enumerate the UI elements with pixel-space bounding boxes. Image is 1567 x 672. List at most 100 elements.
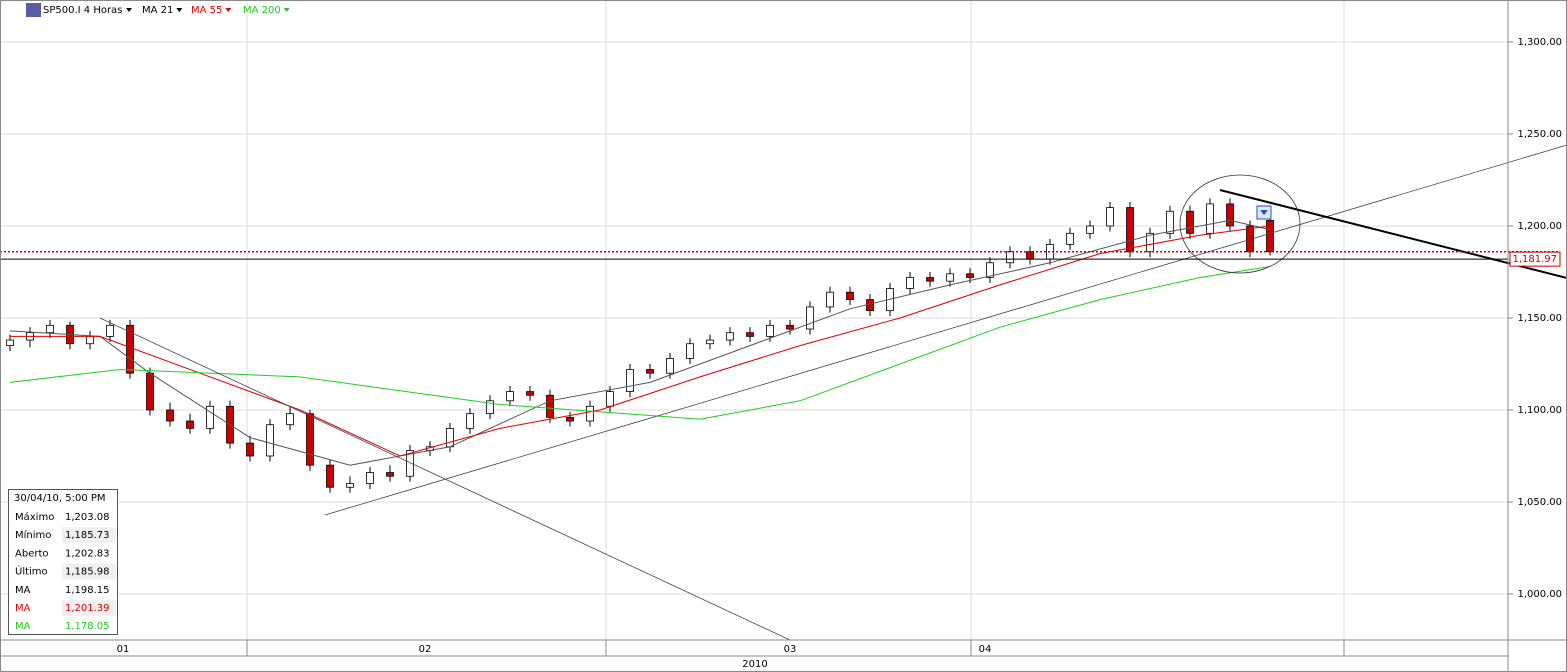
x-axis-year: 2010 xyxy=(742,659,767,670)
candle-body xyxy=(1086,225,1094,234)
candle-body xyxy=(546,394,554,418)
dropdown[interactable] xyxy=(126,8,132,12)
candle-body xyxy=(1066,232,1074,245)
candle-body xyxy=(466,413,474,429)
candle-body xyxy=(1266,220,1274,253)
candle-body xyxy=(386,472,394,477)
candle-body xyxy=(166,409,174,422)
x-tick-label: 02 xyxy=(419,644,432,655)
info-value: 1,198.15 xyxy=(65,585,110,596)
candle-body xyxy=(286,413,294,426)
candle-body xyxy=(86,335,94,345)
price-marker-box xyxy=(1509,251,1561,267)
trend-line xyxy=(324,144,1567,516)
info-row-bg xyxy=(62,600,116,616)
info-value: 1,178.05 xyxy=(65,621,110,632)
candle-body xyxy=(326,464,334,488)
candle-body xyxy=(306,413,314,466)
drawings xyxy=(99,144,1567,641)
candle-body xyxy=(126,324,134,374)
info-label: MA xyxy=(15,603,31,614)
candle-body xyxy=(646,369,654,374)
info-value: 1,201.39 xyxy=(65,603,110,614)
ma-line xyxy=(9,266,1271,420)
x-tick-label: 03 xyxy=(784,644,797,655)
candle-body xyxy=(966,273,974,278)
candle-body xyxy=(1126,207,1134,253)
y-axis: 1,000.00 1,050.00 1,100.00 1,150.00 1,200.00… xyxy=(1508,37,1562,600)
candle-body xyxy=(406,450,414,477)
info-box: 30/04/10, 5:00 PM Máximo 1,203.08 Mínimo 1,… xyxy=(8,489,118,635)
info-row-bg xyxy=(62,563,116,580)
candle-body xyxy=(186,420,194,429)
candle-body xyxy=(766,324,774,337)
candle-body xyxy=(986,262,994,278)
ma-line xyxy=(9,219,1271,466)
info-value: 1,185.73 xyxy=(65,530,110,541)
info-label: Máximo xyxy=(15,511,54,523)
info-label: MA xyxy=(15,621,31,632)
info-value: 1,185.98 xyxy=(65,567,110,578)
candle-body xyxy=(586,405,594,422)
candle-body xyxy=(746,332,754,337)
candle-body xyxy=(106,324,114,337)
candle-body xyxy=(826,291,834,308)
levels: 1,181.97 xyxy=(0,251,1561,267)
y-tick-label: 1,050.00 xyxy=(1517,497,1562,508)
candle-body xyxy=(786,324,794,330)
candle-body xyxy=(246,442,254,457)
info-label: Mínimo xyxy=(15,529,51,541)
info-value: 1,203.08 xyxy=(65,512,110,523)
symbol-icon xyxy=(26,3,41,17)
candle-body xyxy=(906,277,914,289)
indicators: MA 21 MA 55 MA 200 xyxy=(142,5,290,16)
candle-body xyxy=(486,400,494,415)
header: SP500.I 4 Horas MA 21 MA 55 MA 200 xyxy=(26,3,290,17)
candle-body xyxy=(566,416,574,422)
y-tick-label: 1,200.00 xyxy=(1517,221,1562,232)
candle-body xyxy=(1226,203,1234,227)
candle-body xyxy=(626,369,634,392)
y-tick-label: 1,250.00 xyxy=(1517,129,1562,140)
y-tick-label: 1,100.00 xyxy=(1517,405,1562,416)
grid xyxy=(0,0,1508,640)
indicator[interactable]: MA 21 xyxy=(142,5,173,16)
indicator[interactable]: MA 55 xyxy=(191,5,222,16)
candle-body xyxy=(1206,203,1214,234)
info-rows: Máximo 1,203.08 Mínimo 1,185.73 Aberto 1,202.… xyxy=(15,511,116,632)
candle-body xyxy=(686,343,694,359)
plot xyxy=(6,198,1274,493)
candle-body xyxy=(846,291,854,300)
info-date: 30/04/10, 5:00 PM xyxy=(14,493,106,504)
info-label: Último xyxy=(15,565,48,578)
candle-body xyxy=(726,332,734,341)
dropdown[interactable] xyxy=(283,8,290,12)
signal-arrow xyxy=(1260,210,1268,215)
y-tick-label: 1,300.00 xyxy=(1517,37,1562,48)
info-label: Aberto xyxy=(15,548,49,559)
dropdown[interactable] xyxy=(225,8,232,12)
symbol[interactable]: SP500.I 4 Horas xyxy=(43,5,122,16)
candle-body xyxy=(706,339,714,345)
x-tick-label: 01 xyxy=(117,644,130,655)
candle-body xyxy=(1106,207,1114,227)
candle-body xyxy=(1006,251,1014,264)
candle-body xyxy=(666,358,674,374)
info-value: 1,202.83 xyxy=(65,548,110,559)
indicator[interactable]: MA 200 xyxy=(243,5,281,16)
candle-body xyxy=(346,483,354,488)
candle-body xyxy=(606,391,614,407)
info-label: MA xyxy=(15,585,31,596)
candle-body xyxy=(1166,210,1174,234)
dropdown[interactable] xyxy=(176,8,183,12)
candle-body xyxy=(506,391,514,402)
candle-body xyxy=(806,306,814,330)
candle-body xyxy=(146,372,154,411)
candle-body xyxy=(366,472,374,484)
candle-body xyxy=(206,405,214,429)
candle-body xyxy=(6,339,14,346)
trend-line xyxy=(1219,189,1567,279)
y-tick-label: 1,000.00 xyxy=(1517,589,1562,600)
highlight-ellipse xyxy=(1179,174,1301,274)
